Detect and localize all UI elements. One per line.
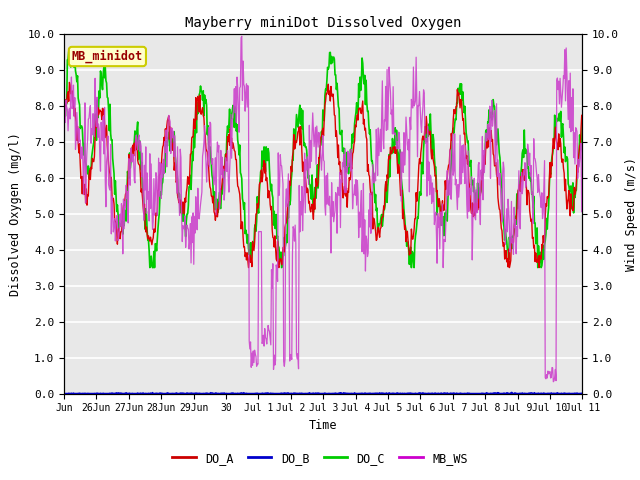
X-axis label: Time: Time [309,419,337,432]
Legend: DO_A, DO_B, DO_C, MB_WS: DO_A, DO_B, DO_C, MB_WS [167,447,473,469]
Title: Mayberry miniDot Dissolved Oxygen: Mayberry miniDot Dissolved Oxygen [185,16,461,30]
Text: MB_minidot: MB_minidot [72,50,143,63]
Y-axis label: Dissolved Oxygen (mg/l): Dissolved Oxygen (mg/l) [9,132,22,296]
Y-axis label: Wind Speed (m/s): Wind Speed (m/s) [625,156,637,271]
